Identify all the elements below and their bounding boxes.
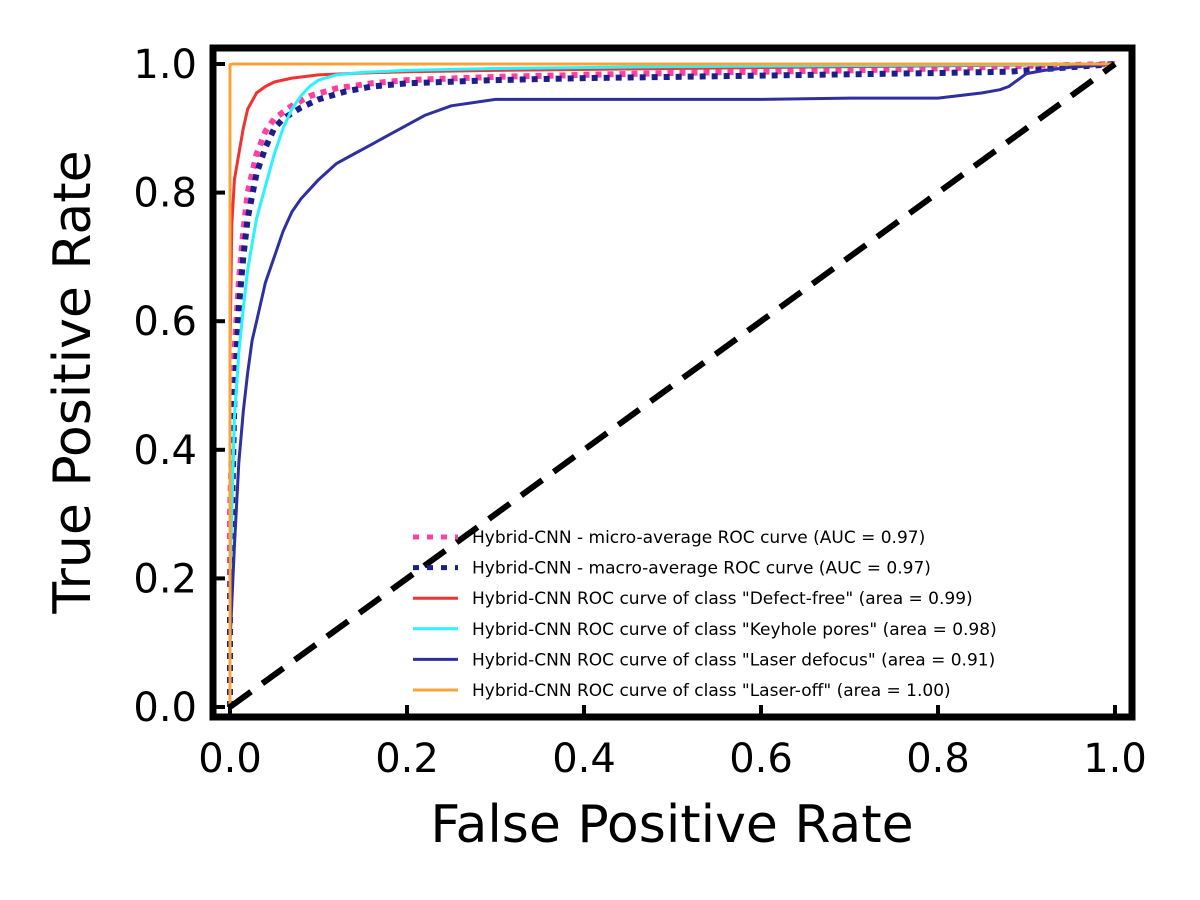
legend-label-hybrid-cnn-roc-curve-of-class-keyhole-pores-area-0-98: Hybrid-CNN ROC curve of class "Keyhole p… xyxy=(472,620,997,640)
x-tick-label: 0.4 xyxy=(552,736,616,782)
x-tick-label: 0.2 xyxy=(375,736,439,782)
y-axis-title: True Positive Rate xyxy=(43,150,103,614)
series-line-hybrid-cnn-macro-average-roc-curve-auc-0-97 xyxy=(227,61,1116,707)
reference-diagonal-line xyxy=(228,61,1117,710)
x-axis-title: False Positive Rate xyxy=(430,795,913,855)
ticks-layer: 0.0 0.2 0.4 0.6 0.8 1.0 0.0 0.2 0.4 0.6 0.8 1.0 xyxy=(133,42,1146,782)
x-tick-label: 0.6 xyxy=(729,736,793,782)
y-tick-label: 0.6 xyxy=(133,299,197,345)
series-layer xyxy=(227,61,1116,707)
legend: Hybrid-CNN - micro-average ROC curve (AU… xyxy=(413,528,997,701)
legend-label-hybrid-cnn-macro-average-roc-curve-auc-0-97: Hybrid-CNN - macro-average ROC curve (AU… xyxy=(472,559,931,579)
y-tick-label: 1.0 xyxy=(133,42,197,88)
reference-layer xyxy=(228,61,1117,710)
x-tick-label: 0.8 xyxy=(906,736,970,782)
y-tick-label: 0.0 xyxy=(133,685,197,731)
series-line-hybrid-cnn-roc-curve-of-class-defect-free-area-0-99 xyxy=(228,62,1116,707)
y-tick-label: 0.2 xyxy=(133,556,197,602)
legend-label-hybrid-cnn-roc-curve-of-class-laser-off-area-1-00: Hybrid-CNN ROC curve of class "Laser-off… xyxy=(472,681,951,701)
series-line-hybrid-cnn-roc-curve-of-class-laser-off-area-1-00 xyxy=(228,62,1115,707)
legend-label-hybrid-cnn-roc-curve-of-class-laser-defocus-area-0-91: Hybrid-CNN ROC curve of class "Laser def… xyxy=(472,650,995,670)
y-tick-label: 0.4 xyxy=(133,428,197,474)
series-line-hybrid-cnn-roc-curve-of-class-laser-defocus-area-0-91 xyxy=(228,62,1116,707)
legend-label-hybrid-cnn-micro-average-roc-curve-auc-0-97: Hybrid-CNN - micro-average ROC curve (AU… xyxy=(472,528,925,548)
x-tick-label: 0.0 xyxy=(198,736,262,782)
legend-label-hybrid-cnn-roc-curve-of-class-defect-free-area-0-99: Hybrid-CNN ROC curve of class "Defect-fr… xyxy=(472,589,973,609)
plot-frame xyxy=(209,44,1136,721)
series-line-hybrid-cnn-roc-curve-of-class-keyhole-pores-area-0-98 xyxy=(228,62,1116,707)
series-line-hybrid-cnn-micro-average-roc-curve-auc-0-97 xyxy=(227,61,1116,707)
y-tick-label: 0.8 xyxy=(133,171,197,217)
x-tick-label: 1.0 xyxy=(1083,736,1147,782)
